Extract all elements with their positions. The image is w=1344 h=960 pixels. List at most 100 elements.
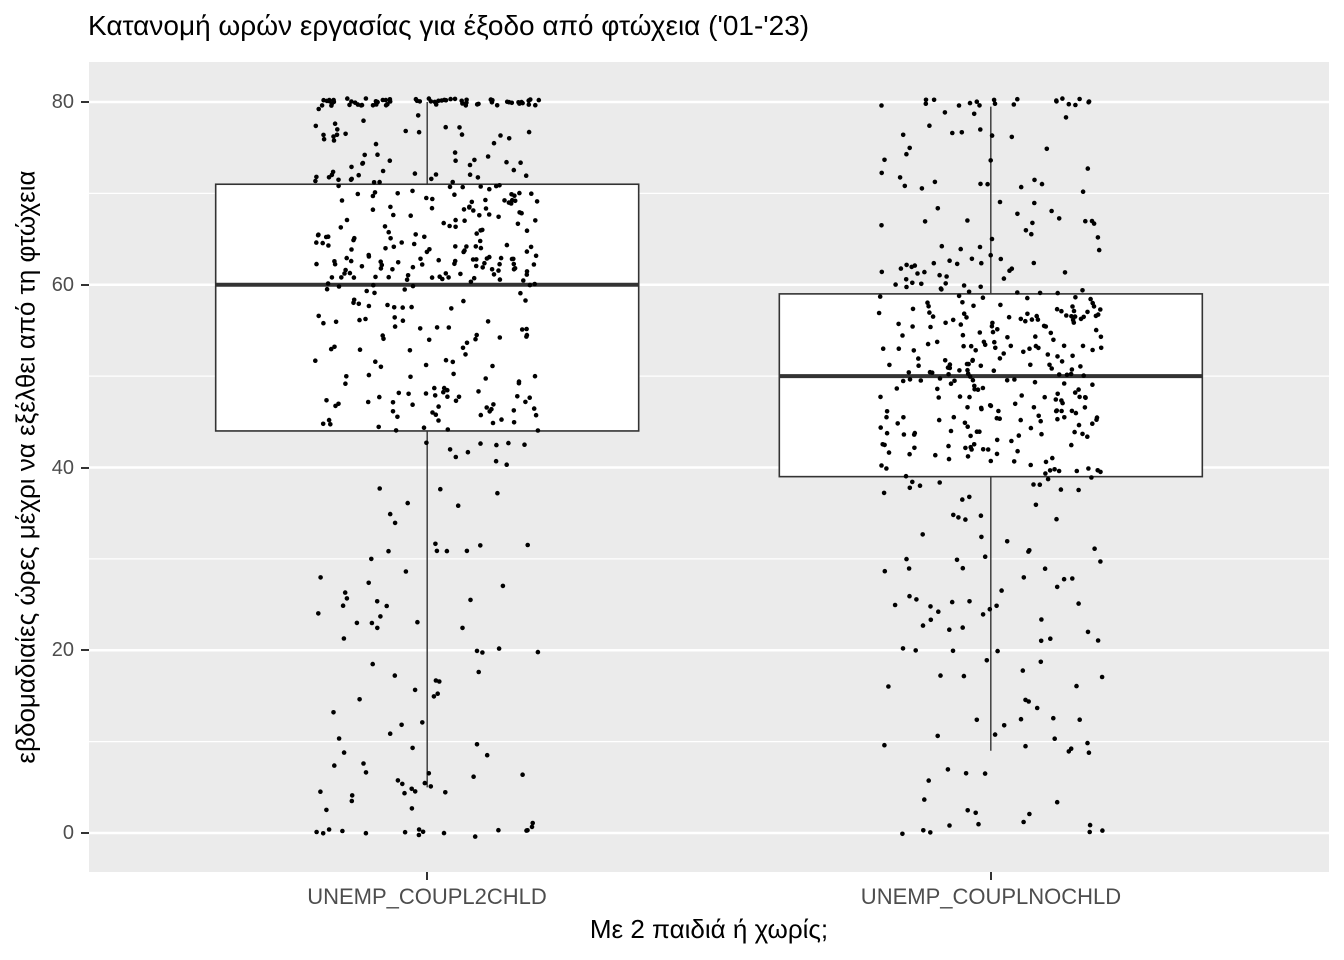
data-point [901,415,906,420]
data-point [893,282,898,287]
data-point [390,267,395,272]
data-point [443,124,449,130]
data-point [520,772,525,777]
data-point [1085,740,1090,746]
data-point [403,569,409,574]
data-point [531,262,537,267]
data-point [447,447,453,452]
data-point [328,346,334,352]
data-point [516,100,521,105]
data-point [1054,516,1059,522]
data-point [1059,398,1064,403]
data-point [385,302,390,308]
data-point [1052,467,1057,472]
data-point [319,103,325,108]
data-point [1015,96,1020,102]
data-point [1061,381,1067,386]
data-point [535,428,541,433]
data-point [976,821,981,827]
data-point [362,152,368,158]
data-point [474,231,480,236]
data-point [431,694,437,699]
data-point [416,832,422,838]
data-point [1004,378,1010,383]
data-point [882,742,887,748]
data-point [1027,346,1032,352]
data-point [939,243,945,249]
data-point [518,160,523,165]
data-point [331,710,336,715]
data-point [1086,750,1092,755]
data-point [979,534,984,540]
data-point [314,829,319,835]
data-point [400,305,406,310]
data-point [490,363,495,369]
data-point [1004,539,1010,544]
data-point [416,827,422,832]
data-point [1093,327,1099,333]
data-point [943,320,948,326]
data-point [1071,308,1077,314]
data-point [1063,115,1069,120]
data-point [405,273,411,278]
data-point [335,127,340,132]
data-point [1062,415,1067,420]
data-point [977,244,983,250]
data-point [464,244,469,249]
data-point [495,490,500,496]
x-tick-mark [426,872,429,880]
data-point [471,208,476,213]
data-point [515,394,520,399]
data-point [416,129,422,135]
data-point [370,193,376,199]
data-point [314,174,319,180]
data-point [402,287,408,292]
data-point [409,786,415,792]
data-point [925,341,931,347]
data-point [384,603,390,609]
data-point [1009,266,1015,271]
data-point [461,207,467,212]
x-tick-label-unemp-couplnochld: UNEMP_COUPLNOCHLD [860,884,1122,909]
data-point [935,206,941,211]
data-point [447,184,453,190]
data-point [1031,260,1037,266]
data-point [517,190,522,196]
data-point [449,306,454,311]
data-point [400,781,405,787]
data-point [913,648,918,653]
data-point [879,269,885,275]
y-tick-mark [81,466,89,469]
data-point [477,213,482,218]
data-point [1042,394,1047,400]
data-point [977,103,982,108]
data-point [1054,98,1059,103]
data-point [1089,475,1094,480]
data-point [421,425,427,431]
data-point [349,247,354,252]
data-point [978,513,984,518]
data-point [1056,468,1062,474]
data-point [440,276,445,282]
data-point [927,310,932,315]
data-point [916,363,921,369]
data-point [965,424,970,430]
data-point [323,234,329,240]
data-point [927,369,933,375]
data-point [1094,415,1100,420]
data-point [336,736,342,741]
data-point [524,269,530,274]
data-point [371,180,377,185]
data-point [407,348,413,353]
data-point [315,232,321,238]
data-point [341,636,347,641]
data-point [411,241,417,247]
data-point [443,790,448,795]
data-point [906,566,912,571]
data-point [878,425,883,430]
data-point [1055,354,1060,359]
data-point [951,512,956,518]
data-point [931,97,937,103]
data-point [967,394,972,400]
data-point [460,184,466,190]
